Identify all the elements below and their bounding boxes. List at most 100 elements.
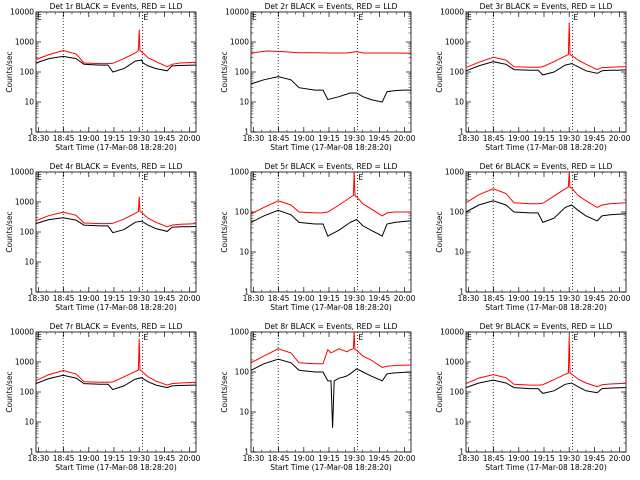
y-tick-label: 1000 [15, 38, 34, 47]
y-axis-label: Counts/sec [435, 371, 444, 412]
x-tick-label: 19:15 [533, 134, 555, 143]
x-tick-label: 18:30 [243, 294, 265, 303]
y-tick-label: 1 [459, 128, 464, 137]
x-tick-label: 19:15 [318, 134, 340, 143]
plot-frame [250, 331, 412, 453]
y-axis-label: Counts/sec [435, 211, 444, 252]
x-tick-label: 19:45 [584, 454, 606, 463]
x-tick-label: 18:45 [53, 454, 75, 463]
y-tick-label: 1000 [230, 38, 249, 47]
y-tick-label: 1 [244, 448, 249, 457]
chart-panel: Det 9r BLACK = Events, RED = LLD 1 10 100 10… [435, 322, 631, 472]
x-tick-label: 19:15 [533, 454, 555, 463]
x-tick-label: 18:45 [268, 454, 290, 463]
marker-label-right: E [143, 173, 148, 182]
marker-label-left: E [467, 333, 472, 342]
x-tick-label: 19:15 [318, 454, 340, 463]
y-axis-label: Counts/sec [220, 51, 229, 92]
chart-panel: Det 2r BLACK = Events, RED = LLD 1 10 100 10… [220, 2, 416, 152]
chart-panel: Det 4r BLACK = Events, RED = LLD 1 10 100 10… [5, 162, 201, 312]
y-tick-label: 100 [450, 68, 465, 77]
plot-frame [465, 331, 627, 453]
x-tick-label: 19:00 [78, 294, 100, 303]
x-tick-label: 19:00 [508, 294, 530, 303]
marker-label-left: E [467, 173, 472, 182]
series-line-events [35, 217, 197, 234]
series-line-events [250, 76, 411, 103]
y-tick-label: 10 [239, 408, 249, 417]
chart-title: Det 1r BLACK = Events, RED = LLD [50, 2, 183, 11]
x-tick-label: 19:45 [369, 454, 391, 463]
x-tick-label: 19:45 [154, 294, 176, 303]
x-tick-label: 19:30 [128, 134, 150, 143]
y-axis-label: Counts/sec [5, 211, 14, 252]
x-tick-label: 18:45 [53, 294, 75, 303]
x-tick-label: 19:00 [78, 454, 100, 463]
y-tick-label: 1 [244, 128, 249, 137]
plot-frame [250, 171, 412, 293]
y-tick-label: 10000 [10, 328, 34, 337]
series-line-events [250, 358, 412, 428]
x-tick-label: 19:15 [533, 294, 555, 303]
series-line-lld [250, 171, 411, 217]
x-tick-label: 19:00 [293, 134, 315, 143]
x-tick-label: 19:45 [154, 454, 176, 463]
marker-label-right: E [143, 333, 148, 342]
x-tick-label: 18:30 [458, 294, 480, 303]
x-tick-label: 19:00 [293, 454, 315, 463]
y-tick-label: 10 [454, 98, 464, 107]
x-tick-label: 18:45 [268, 134, 290, 143]
y-tick-label: 1 [244, 288, 249, 297]
y-axis-label: Counts/sec [5, 51, 14, 92]
x-tick-label: 19:00 [508, 134, 530, 143]
x-tick-label: 18:45 [268, 294, 290, 303]
x-tick-label: 20:00 [179, 454, 201, 463]
x-tick-label: 18:30 [458, 134, 480, 143]
y-tick-label: 10 [239, 248, 249, 257]
chart-panel: Det 8r BLACK = Events, RED = LLD 1 10 100 10… [220, 322, 416, 472]
marker-label-left: E [467, 13, 472, 22]
y-tick-label: 100 [20, 228, 35, 237]
y-tick-label: 10 [24, 98, 34, 107]
x-tick-label: 18:30 [458, 454, 480, 463]
x-tick-label: 18:30 [28, 454, 50, 463]
chart-title: Det 8r BLACK = Events, RED = LLD [265, 322, 398, 331]
y-tick-label: 1000 [15, 198, 34, 207]
x-axis-label: Start Time (17-Mar-08 18:28:20) [55, 143, 177, 152]
series-line-events [465, 200, 627, 224]
x-tick-label: 19:00 [78, 134, 100, 143]
x-tick-label: 18:30 [243, 454, 265, 463]
x-tick-label: 19:00 [508, 454, 530, 463]
series-line-lld [465, 22, 627, 71]
y-tick-label: 1000 [445, 358, 464, 367]
marker-label-right: E [573, 13, 578, 22]
y-tick-label: 100 [450, 208, 465, 217]
chart-panel: Det 5r BLACK = Events, RED = LLD 1 10 100 10… [220, 162, 416, 312]
chart-title: Det 7r BLACK = Events, RED = LLD [50, 322, 183, 331]
plot-frame [465, 11, 627, 133]
x-axis-label: Start Time (17-Mar-08 18:28:20) [485, 463, 607, 472]
x-axis-label: Start Time (17-Mar-08 18:28:20) [485, 143, 607, 152]
y-tick-label: 1 [29, 128, 34, 137]
plot-frame [35, 11, 197, 133]
x-tick-label: 19:30 [128, 294, 150, 303]
series-line-lld [35, 338, 197, 386]
series-line-events [465, 61, 627, 76]
x-tick-label: 18:45 [483, 454, 505, 463]
x-tick-label: 19:15 [103, 134, 125, 143]
marker-label-left: E [37, 173, 42, 182]
chart-panel: Det 3r BLACK = Events, RED = LLD 1 10 100 10… [435, 2, 631, 152]
x-tick-label: 19:45 [584, 294, 606, 303]
series-line-events [35, 55, 197, 73]
y-tick-label: 100 [20, 388, 35, 397]
chart-title: Det 3r BLACK = Events, RED = LLD [480, 2, 613, 11]
series-line-lld [35, 29, 197, 68]
y-tick-label: 10 [24, 418, 34, 427]
x-tick-label: 19:45 [154, 134, 176, 143]
y-tick-label: 1000 [445, 168, 464, 177]
series-line-lld [250, 50, 412, 54]
y-tick-label: 1 [459, 288, 464, 297]
marker-label-left: E [37, 333, 42, 342]
y-axis-label: Counts/sec [435, 51, 444, 92]
